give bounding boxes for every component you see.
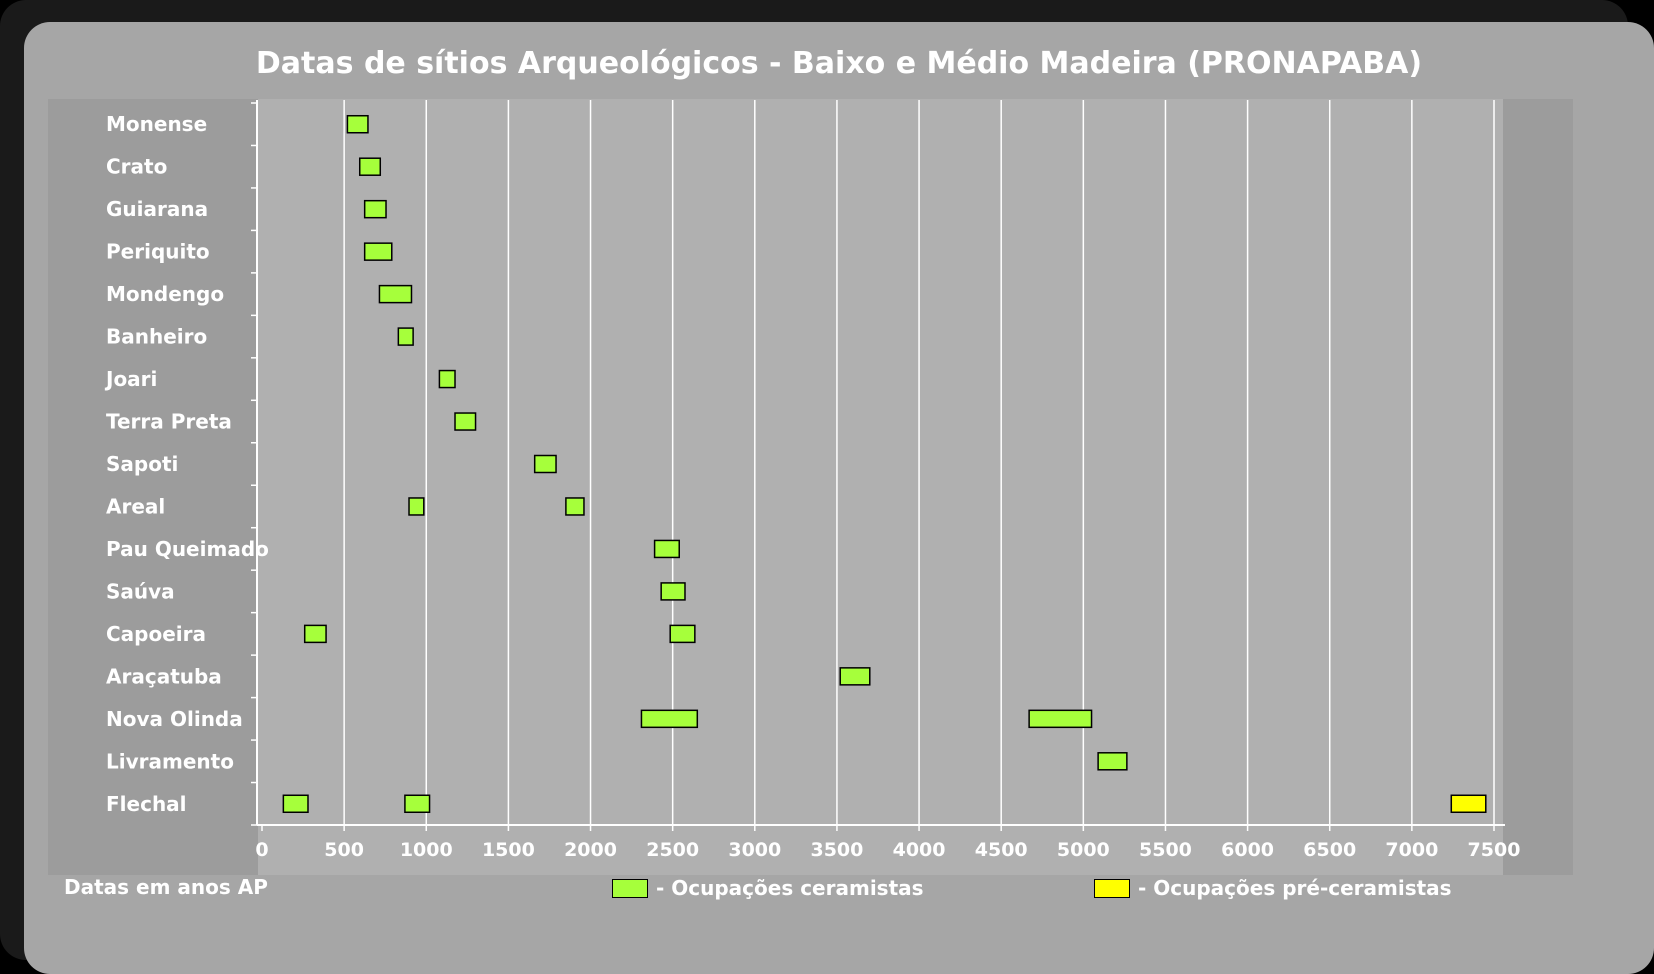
x-axis-caption: Datas em anos AP	[64, 875, 268, 899]
range-bar-s0-17	[1028, 709, 1093, 729]
site-label-1: Crato	[106, 155, 167, 179]
x-tick-label-2: 1000	[400, 839, 453, 861]
x-tick-label-14: 7000	[1385, 839, 1438, 861]
range-bar-s0-0	[346, 114, 369, 134]
x-tick-label-1: 500	[324, 839, 364, 861]
range-bar-s0-20	[404, 794, 431, 814]
legend-swatch-pre-ceramic	[1094, 878, 1130, 898]
x-tick-label-5: 2500	[646, 839, 699, 861]
x-tick-label-12: 6000	[1221, 839, 1274, 861]
x-tick-label-11: 5500	[1139, 839, 1192, 861]
plot-area	[258, 99, 1503, 875]
legend-pre-ceramic: - Ocupações pré-ceramistas	[1094, 875, 1452, 901]
range-bar-s0-18	[1097, 752, 1128, 771]
site-label-4: Mondengo	[106, 282, 224, 306]
range-bar-s0-15	[839, 667, 871, 686]
chart-panel: Datas de sítios Arqueológicos - Baixo e …	[24, 22, 1654, 974]
range-bar-s0-7	[454, 412, 477, 431]
legend-label-ceramic: - Ocupações ceramistas	[656, 876, 924, 900]
site-label-7: Terra Preta	[106, 410, 232, 434]
site-label-10: Pau Queimado	[106, 537, 269, 561]
chart-title: Datas de sítios Arqueológicos - Baixo e …	[255, 46, 1423, 81]
x-tick-label-13: 6500	[1303, 839, 1356, 861]
range-bar-s0-4	[378, 284, 413, 304]
range-bar-s0-1	[358, 157, 382, 176]
x-tick-label-15: 7500	[1468, 839, 1521, 861]
x-tick-label-6: 3000	[728, 839, 781, 861]
range-bar-s0-9	[408, 497, 425, 516]
x-tick-label-10: 5000	[1057, 839, 1110, 861]
legend-swatch-ceramic	[612, 878, 648, 898]
legend-label-pre-ceramic: - Ocupações pré-ceramistas	[1138, 876, 1452, 900]
range-bar-s0-12	[660, 582, 686, 601]
x-tick-label-3: 1500	[482, 839, 535, 861]
range-bar-s0-16	[640, 709, 699, 729]
x-tick-label-7: 3500	[810, 839, 863, 861]
site-label-9: Areal	[106, 494, 165, 518]
site-label-6: Joari	[104, 367, 157, 391]
site-label-0: Monense	[106, 112, 207, 136]
x-tick-label-0: 0	[255, 839, 268, 861]
site-label-12: Capoeira	[106, 622, 206, 646]
range-bar-s0-10	[565, 497, 585, 516]
site-label-11: Saúva	[106, 579, 175, 603]
range-bar-s0-8	[533, 454, 557, 474]
site-label-8: Sapoti	[106, 452, 178, 476]
plot-background	[48, 99, 1573, 875]
x-tick-label-4: 2000	[564, 839, 617, 861]
range-bar-s0-13	[303, 624, 327, 644]
range-bar-s0-3	[363, 242, 393, 261]
range-bar-s0-19	[282, 794, 309, 814]
legend-ceramic: - Ocupações ceramistas	[612, 875, 924, 901]
site-label-5: Banheiro	[106, 325, 207, 349]
site-label-14: Nova Olinda	[106, 707, 243, 731]
range-bar-s1-0	[1450, 794, 1487, 814]
site-label-15: Livramento	[106, 749, 234, 773]
chart-svg: 0 500 1000 1500 2000 2500 3000 3500 4000 4500 5000…	[104, 100, 1521, 861]
site-label-2: Guiarana	[106, 197, 208, 221]
x-tick-label-9: 4500	[975, 839, 1028, 861]
range-bar-s0-14	[669, 624, 696, 644]
range-bar-s0-6	[438, 369, 456, 389]
x-tick-label-8: 4000	[893, 839, 946, 861]
site-label-16: Flechal	[106, 792, 187, 816]
range-bar-s0-5	[397, 327, 414, 346]
site-label-3: Periquito	[106, 240, 210, 264]
range-bar-s0-2	[363, 199, 387, 219]
site-label-13: Araçatuba	[106, 664, 222, 688]
range-bar-s0-11	[653, 539, 680, 559]
